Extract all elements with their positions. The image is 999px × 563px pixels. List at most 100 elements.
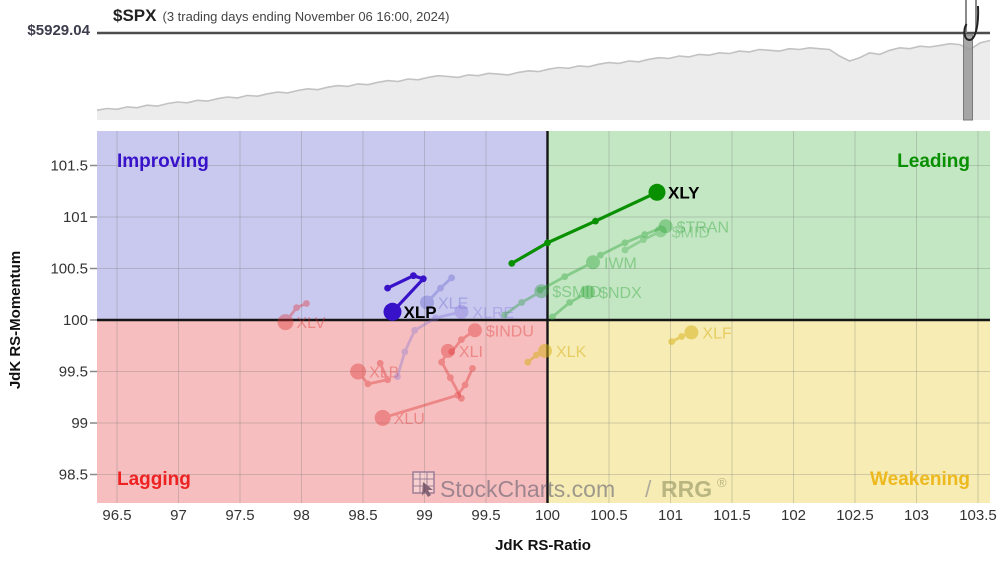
trail-line-XLRE	[396, 310, 462, 378]
trail-line-XLB	[357, 362, 390, 386]
trail-dot-$TRAN	[597, 251, 604, 259]
plot-grid	[90, 131, 990, 503]
x-tick-label: 102.5	[836, 507, 874, 524]
trail-dot-XLB	[384, 376, 391, 384]
symbol-label-$MID[interactable]: $MID	[672, 224, 710, 241]
series-XLI: XLI	[438, 343, 483, 402]
symbol-dot-XLI[interactable]	[440, 343, 455, 358]
last-price-label: $5929.04	[27, 22, 90, 39]
series-XLP: XLP	[383, 272, 437, 322]
symbol-label-XLV[interactable]: XLV	[297, 315, 326, 332]
x-tick-label: 102	[781, 507, 806, 524]
symbol-label-XLP[interactable]: XLP	[404, 303, 437, 322]
trail-dot-XLF	[668, 338, 676, 345]
x-tick-label: 101	[658, 507, 683, 524]
symbol-label-IWM[interactable]: IWM	[604, 255, 637, 272]
symbol-label-$INDU[interactable]: $INDU	[486, 323, 534, 340]
trail-dot-XLU	[461, 381, 469, 389]
chart-header: $SPX (3 trading days ending November 06 1…	[113, 6, 449, 26]
symbol-label-XLY[interactable]: XLY	[668, 183, 700, 202]
symbol-dot-$INDU[interactable]	[467, 323, 482, 338]
series-$SMID: $SMID	[501, 284, 601, 319]
series-IWM: IWM	[536, 255, 637, 294]
symbol-label-XLU[interactable]: XLU	[394, 411, 425, 428]
trail-dot-XLRE	[411, 326, 419, 334]
symbol-label-XLK[interactable]: XLK	[556, 344, 587, 361]
symbol-dot-$MID[interactable]	[654, 225, 667, 238]
sparkline-line	[96, 39, 991, 111]
trail-dot-IWM	[536, 286, 544, 294]
trail-dot-XLF	[678, 333, 685, 340]
x-axis-title: JdK RS-Ratio	[495, 537, 591, 554]
symbol-dot-XLE[interactable]	[420, 295, 434, 310]
trail-dot-$MID	[640, 236, 647, 244]
series-XLV: XLV	[277, 300, 326, 332]
symbol-label-$TRAN[interactable]: $TRAN	[677, 219, 729, 236]
x-tick-label: 98.5	[348, 507, 377, 524]
trail-dot-IWM	[561, 273, 569, 281]
y-tick-label: 100	[63, 312, 88, 329]
x-tick-label: 99.5	[471, 507, 500, 524]
symbol-label-XLRE[interactable]: XLRE	[472, 305, 514, 322]
trail-dot-XLP	[410, 272, 417, 280]
trail-dot-XLRE	[432, 314, 439, 322]
y-tick-label: 99.5	[59, 364, 88, 381]
quadrant-weakening	[547, 320, 990, 503]
symbol-label-XLI[interactable]: XLI	[459, 344, 483, 361]
quadrant-lagging	[97, 320, 548, 503]
trail-line-XLV	[284, 302, 307, 323]
symbol-label-XLB[interactable]: XLB	[369, 365, 399, 382]
symbol-dot-$SMID[interactable]	[534, 284, 549, 299]
x-tick-label: 97	[170, 507, 187, 524]
trail-line-$NDX	[551, 290, 589, 318]
series-$MID: $MID	[621, 224, 710, 254]
watermark-stockcharts-text[interactable]: StockCharts.com	[440, 476, 615, 502]
trail-dot-$TRAN	[641, 231, 649, 238]
symbol-dot-$TRAN[interactable]	[658, 219, 673, 234]
symbol-dot-XLY[interactable]	[648, 183, 666, 201]
price-sparkline	[96, 39, 991, 120]
quadrant-label-leading: Leading	[897, 151, 970, 172]
symbol-dot-XLV[interactable]	[277, 314, 294, 331]
symbol-label-$SMID[interactable]: $SMID	[552, 284, 601, 301]
axis-tick-labels: 96.5 97 97.5 98 98.5 99 99.5 100 100.5 101 101.5 10…	[50, 158, 996, 525]
trail-dot-XLU	[454, 391, 462, 399]
series-$TRAN: $TRAN	[597, 219, 729, 259]
sparkline-area	[97, 40, 990, 120]
chart-symbol-title: $SPX	[113, 6, 157, 25]
quadrant-label-weakening: Weakening	[870, 469, 970, 490]
symbol-dot-XLB[interactable]	[350, 363, 367, 380]
symbol-label-XLE[interactable]: XLE	[438, 296, 468, 313]
trail-line-XLU	[382, 367, 474, 420]
trail-dot-$SMID	[501, 311, 508, 319]
chart-period-subtitle: (3 trading days ending November 06 16:00…	[162, 9, 450, 24]
trail-dot-XLY	[592, 217, 599, 225]
symbol-label-XLF[interactable]: XLF	[702, 325, 732, 342]
symbol-dot-XLK[interactable]	[538, 343, 552, 358]
trail-dot-XLB	[364, 380, 372, 388]
timeline-slider-handle[interactable]	[963, 34, 973, 121]
trail-dot-XLI	[438, 358, 446, 366]
trail-line-IWM	[539, 261, 594, 292]
trail-dot-XLV	[303, 300, 310, 307]
series-$INDU: $INDU	[448, 323, 534, 356]
symbol-dot-$NDX[interactable]	[581, 285, 596, 300]
y-tick-label: 101	[63, 209, 88, 226]
symbol-dot-IWM[interactable]	[586, 255, 600, 270]
symbol-dot-XLF[interactable]	[684, 325, 699, 340]
symbol-dot-XLRE[interactable]	[454, 304, 469, 319]
watermark-registered-mark: ®	[717, 475, 727, 490]
y-tick-label: 98.5	[59, 467, 88, 484]
trail-dot-$INDU	[448, 348, 455, 356]
trail-dot-$INDU	[458, 336, 465, 343]
symbol-dot-XLU[interactable]	[374, 409, 391, 426]
quadrants	[97, 131, 990, 503]
trail-line-XLP	[386, 273, 427, 313]
stockcharts-watermark[interactable]: StockCharts.com / RRG ®	[412, 471, 727, 502]
trail-dot-XLY	[508, 260, 516, 267]
trail-dot-XLK	[533, 351, 540, 359]
symbol-dot-XLP[interactable]	[383, 302, 402, 321]
symbol-label-$NDX[interactable]: $NDX	[599, 285, 642, 302]
